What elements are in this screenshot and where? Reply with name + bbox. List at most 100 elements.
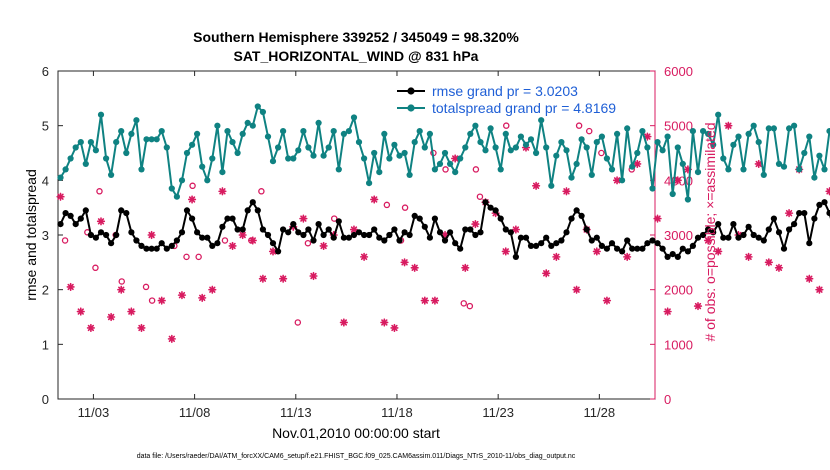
totalspread-point bbox=[300, 128, 307, 135]
footer-data-file: data file: /Users/raeder/DAI/ATM_forcXX/… bbox=[137, 453, 576, 460]
obs-assimilated-point bbox=[612, 176, 622, 185]
totalspread-point bbox=[416, 128, 423, 135]
rmse-point bbox=[689, 242, 697, 249]
rmse-point bbox=[285, 229, 292, 236]
totalspread-point bbox=[310, 152, 317, 159]
rmse-point bbox=[543, 234, 550, 241]
totalspread-point bbox=[128, 130, 135, 137]
x-tick-label: 11/08 bbox=[179, 405, 211, 420]
totalspread-point bbox=[462, 144, 469, 151]
rmse-point bbox=[694, 234, 702, 241]
obs-assimilated-point bbox=[86, 323, 95, 333]
totalspread-point bbox=[285, 155, 292, 162]
totalspread-point bbox=[103, 155, 110, 162]
totalspread-point bbox=[239, 130, 246, 137]
obs-assimilated-point bbox=[380, 318, 389, 327]
rmse-point bbox=[244, 207, 251, 214]
rmse-point bbox=[441, 237, 449, 244]
rmse-point bbox=[492, 207, 499, 214]
rmse-point bbox=[239, 226, 246, 233]
rmse-point bbox=[330, 234, 337, 241]
rmse-point bbox=[603, 245, 611, 252]
totalspread-point bbox=[249, 122, 256, 129]
totalspread-point bbox=[624, 125, 631, 132]
totalspread-point bbox=[614, 130, 621, 137]
obs-assimilated-point bbox=[157, 296, 166, 305]
obs-possible-point bbox=[466, 302, 474, 310]
totalspread-point bbox=[406, 171, 413, 178]
obs-possible-point bbox=[118, 278, 125, 285]
totalspread-point bbox=[517, 133, 525, 140]
rmse-point bbox=[209, 242, 216, 249]
rmse-point bbox=[158, 240, 165, 247]
obs-assimilated-point bbox=[339, 318, 348, 327]
totalspread-point bbox=[467, 130, 474, 137]
x-tick-label: 11/28 bbox=[584, 405, 616, 420]
obs-assimilated-point bbox=[704, 236, 713, 245]
obs-possible-point bbox=[142, 283, 150, 291]
rmse-point bbox=[310, 237, 317, 244]
rmse-point bbox=[740, 231, 747, 239]
totalspread-point bbox=[715, 111, 722, 118]
y-left-tick-label: 4 bbox=[42, 173, 49, 188]
obs-assimilated-point bbox=[279, 274, 288, 283]
rmse-point bbox=[512, 253, 520, 260]
rmse-point bbox=[811, 215, 818, 222]
totalspread-point bbox=[786, 125, 793, 132]
totalspread-point bbox=[381, 130, 388, 137]
x-axis: 11/03 11/08 11/13 11/18 11/23 11/28 bbox=[78, 71, 616, 420]
obs-assimilated-point bbox=[663, 307, 672, 316]
totalspread-point bbox=[305, 144, 312, 151]
rmse-point bbox=[649, 237, 656, 244]
totalspread-point bbox=[290, 155, 297, 162]
rmse-point bbox=[598, 242, 606, 249]
totalspread-point bbox=[411, 139, 418, 146]
totalspread-point bbox=[396, 152, 403, 159]
rmse-point bbox=[558, 237, 565, 244]
obs-possible-point bbox=[195, 253, 202, 261]
y-left-tick-label: 1 bbox=[42, 337, 49, 352]
totalspread-point bbox=[113, 139, 120, 146]
obs-assimilated-point bbox=[56, 192, 65, 201]
rmse-point bbox=[780, 245, 788, 252]
rmse-point bbox=[194, 229, 201, 236]
totalspread-point bbox=[118, 128, 125, 135]
rmse-point bbox=[624, 237, 631, 244]
totalspread-point bbox=[148, 136, 155, 143]
rmse-point bbox=[634, 245, 641, 252]
totalspread-point bbox=[497, 166, 504, 173]
obs-assimilated-point bbox=[127, 307, 136, 316]
totalspread-point bbox=[340, 130, 347, 137]
totalspread-point bbox=[447, 160, 454, 167]
rmse-point bbox=[644, 240, 651, 247]
rmse-point bbox=[133, 237, 140, 244]
obs-assimilated-point bbox=[602, 296, 612, 305]
totalspread-point bbox=[244, 119, 251, 126]
rmse-point bbox=[290, 221, 297, 228]
rmse-point bbox=[345, 234, 352, 241]
obs-possible-point bbox=[96, 188, 103, 195]
totalspread-point bbox=[315, 119, 322, 126]
rmse-point bbox=[472, 231, 479, 239]
totalspread-point bbox=[578, 136, 585, 143]
rmse-point bbox=[467, 226, 474, 233]
rmse-point bbox=[608, 240, 616, 247]
totalspread-point bbox=[82, 160, 89, 167]
rmse-point bbox=[639, 245, 646, 252]
rmse-point bbox=[436, 229, 444, 236]
rmse-point bbox=[421, 223, 428, 230]
rmse-point bbox=[305, 226, 312, 233]
rmse-point bbox=[482, 199, 489, 206]
rmse-point bbox=[396, 237, 403, 244]
totalspread-point bbox=[689, 128, 697, 135]
rmse-point bbox=[654, 240, 661, 247]
obs-assimilated-point bbox=[633, 159, 642, 169]
totalspread-point bbox=[588, 171, 595, 178]
obs-assimilated-point bbox=[309, 271, 318, 281]
obs-assimilated-point bbox=[461, 263, 470, 272]
totalspread-point bbox=[143, 136, 150, 143]
rmse-point bbox=[219, 223, 226, 230]
obs-possible-point bbox=[598, 149, 605, 157]
totalspread-point bbox=[502, 130, 509, 137]
